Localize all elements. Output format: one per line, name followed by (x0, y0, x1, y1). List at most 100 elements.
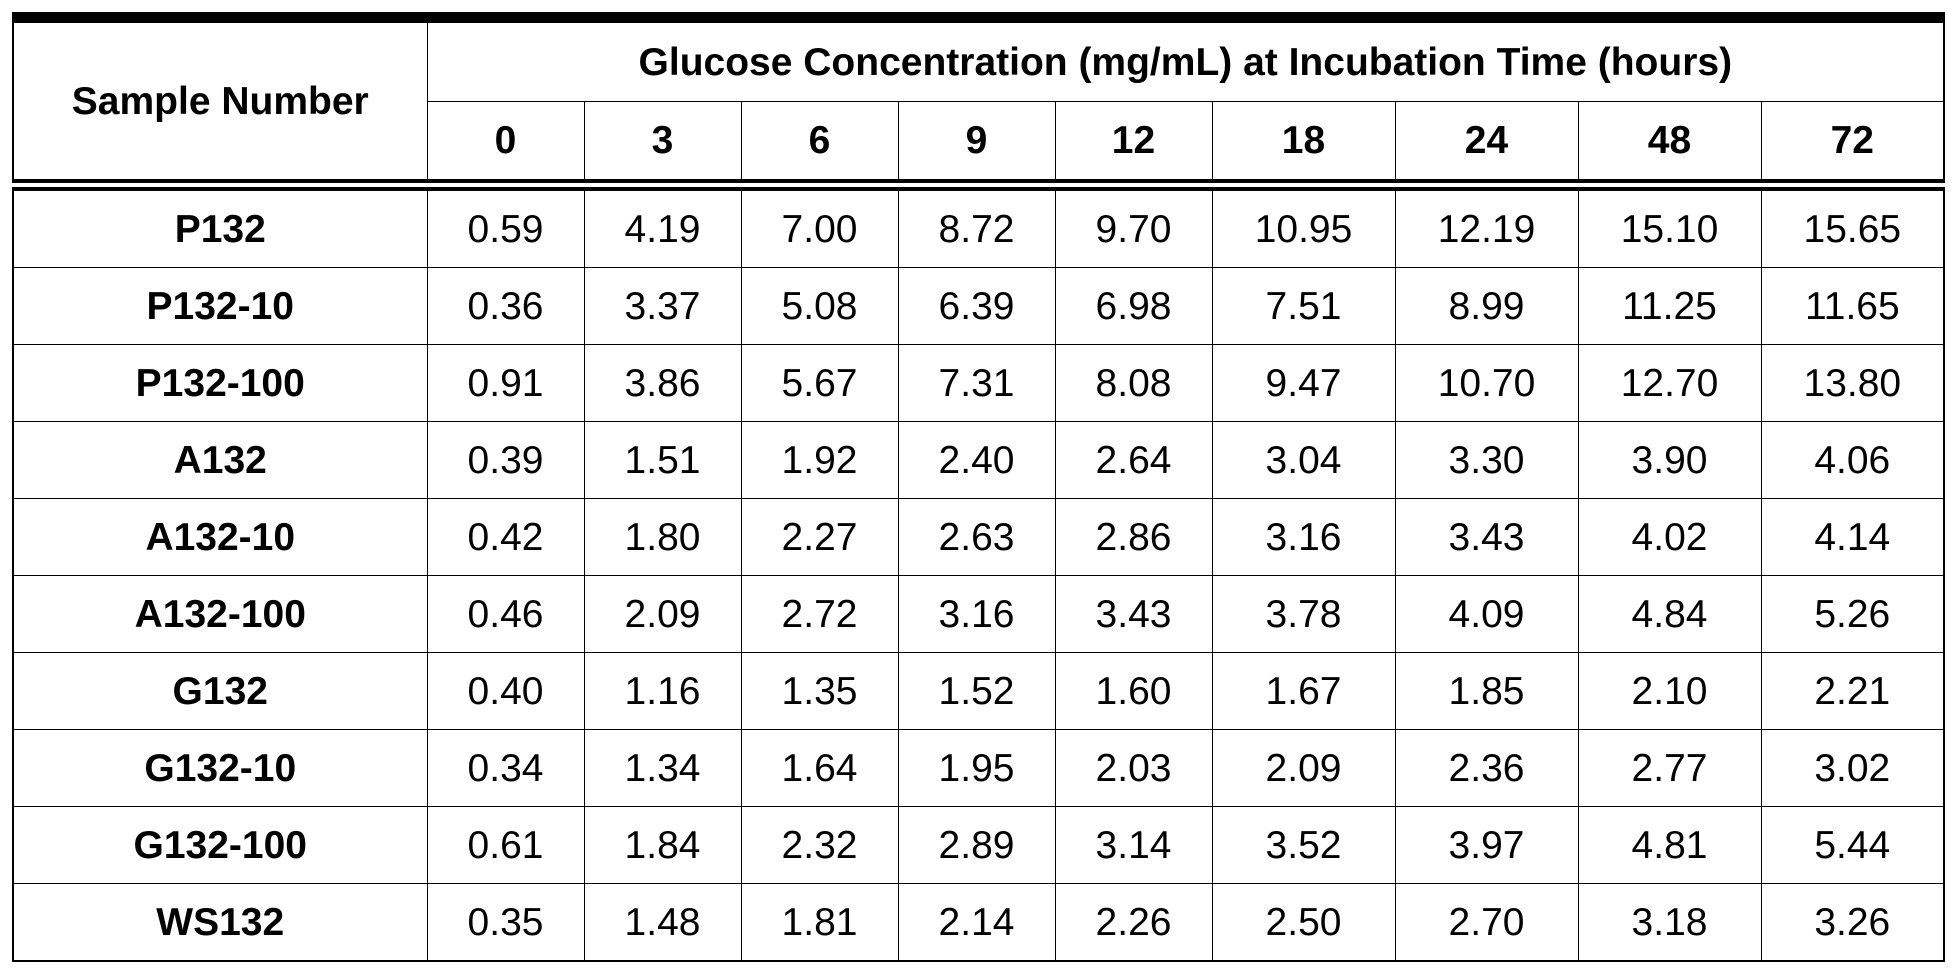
table-row: WS132 0.35 1.48 1.81 2.14 2.26 2.50 2.70… (13, 884, 1944, 962)
value-cell: 13.80 (1761, 345, 1944, 422)
value-cell: 2.89 (898, 807, 1055, 884)
glucose-concentration-table: Sample Number Glucose Concentration (mg/… (12, 12, 1945, 962)
value-cell: 2.10 (1578, 653, 1761, 730)
value-cell: 1.95 (898, 730, 1055, 807)
value-cell: 3.16 (1212, 499, 1395, 576)
value-cell: 2.21 (1761, 653, 1944, 730)
value-cell: 9.70 (1055, 185, 1212, 268)
value-cell: 2.86 (1055, 499, 1212, 576)
value-cell: 2.64 (1055, 422, 1212, 499)
value-cell: 0.39 (427, 422, 584, 499)
value-cell: 3.78 (1212, 576, 1395, 653)
value-cell: 2.09 (1212, 730, 1395, 807)
value-cell: 3.90 (1578, 422, 1761, 499)
hour-header: 12 (1055, 102, 1212, 186)
value-cell: 2.40 (898, 422, 1055, 499)
value-cell: 2.63 (898, 499, 1055, 576)
hour-header: 48 (1578, 102, 1761, 186)
table-body: P132 0.59 4.19 7.00 8.72 9.70 10.95 12.1… (13, 185, 1944, 961)
value-cell: 2.03 (1055, 730, 1212, 807)
value-cell: 2.32 (741, 807, 898, 884)
value-cell: 4.19 (584, 185, 741, 268)
value-cell: 3.26 (1761, 884, 1944, 962)
value-cell: 0.35 (427, 884, 584, 962)
value-cell: 12.70 (1578, 345, 1761, 422)
hour-header: 9 (898, 102, 1055, 186)
value-cell: 15.10 (1578, 185, 1761, 268)
value-cell: 1.81 (741, 884, 898, 962)
value-cell: 3.30 (1395, 422, 1578, 499)
value-cell: 1.51 (584, 422, 741, 499)
value-cell: 7.51 (1212, 268, 1395, 345)
value-cell: 0.46 (427, 576, 584, 653)
header-row: Sample Number Glucose Concentration (mg/… (13, 18, 1944, 102)
value-cell: 1.84 (584, 807, 741, 884)
value-cell: 3.16 (898, 576, 1055, 653)
table-row: A132-10 0.42 1.80 2.27 2.63 2.86 3.16 3.… (13, 499, 1944, 576)
value-cell: 2.09 (584, 576, 741, 653)
table-row: A132-100 0.46 2.09 2.72 3.16 3.43 3.78 4… (13, 576, 1944, 653)
value-cell: 1.34 (584, 730, 741, 807)
hour-header: 24 (1395, 102, 1578, 186)
value-cell: 4.02 (1578, 499, 1761, 576)
value-cell: 0.40 (427, 653, 584, 730)
value-cell: 8.99 (1395, 268, 1578, 345)
value-cell: 7.00 (741, 185, 898, 268)
sample-cell: A132-10 (13, 499, 427, 576)
value-cell: 0.61 (427, 807, 584, 884)
value-cell: 2.27 (741, 499, 898, 576)
value-cell: 5.44 (1761, 807, 1944, 884)
value-cell: 2.72 (741, 576, 898, 653)
sample-number-header: Sample Number (13, 18, 427, 186)
value-cell: 5.08 (741, 268, 898, 345)
value-cell: 3.43 (1055, 576, 1212, 653)
value-cell: 5.67 (741, 345, 898, 422)
value-cell: 2.70 (1395, 884, 1578, 962)
value-cell: 9.47 (1212, 345, 1395, 422)
table-row: P132 0.59 4.19 7.00 8.72 9.70 10.95 12.1… (13, 185, 1944, 268)
value-cell: 4.84 (1578, 576, 1761, 653)
value-cell: 11.65 (1761, 268, 1944, 345)
sample-cell: G132 (13, 653, 427, 730)
value-cell: 4.14 (1761, 499, 1944, 576)
value-cell: 10.95 (1212, 185, 1395, 268)
value-cell: 2.50 (1212, 884, 1395, 962)
value-cell: 1.35 (741, 653, 898, 730)
sample-cell: P132-100 (13, 345, 427, 422)
value-cell: 1.67 (1212, 653, 1395, 730)
value-cell: 0.59 (427, 185, 584, 268)
sample-cell: G132-100 (13, 807, 427, 884)
value-cell: 0.34 (427, 730, 584, 807)
value-cell: 1.64 (741, 730, 898, 807)
value-cell: 3.52 (1212, 807, 1395, 884)
value-cell: 1.60 (1055, 653, 1212, 730)
sample-cell: G132-10 (13, 730, 427, 807)
value-cell: 3.86 (584, 345, 741, 422)
value-cell: 7.31 (898, 345, 1055, 422)
value-cell: 2.14 (898, 884, 1055, 962)
value-cell: 0.36 (427, 268, 584, 345)
table-row: P132-100 0.91 3.86 5.67 7.31 8.08 9.47 1… (13, 345, 1944, 422)
value-cell: 3.37 (584, 268, 741, 345)
table-header: Sample Number Glucose Concentration (mg/… (13, 18, 1944, 186)
sample-cell: P132-10 (13, 268, 427, 345)
value-cell: 10.70 (1395, 345, 1578, 422)
value-cell: 2.36 (1395, 730, 1578, 807)
hour-header: 3 (584, 102, 741, 186)
value-cell: 6.39 (898, 268, 1055, 345)
value-cell: 1.16 (584, 653, 741, 730)
value-cell: 15.65 (1761, 185, 1944, 268)
value-cell: 0.42 (427, 499, 584, 576)
table-row: G132 0.40 1.16 1.35 1.52 1.60 1.67 1.85 … (13, 653, 1944, 730)
value-cell: 1.85 (1395, 653, 1578, 730)
value-cell: 3.97 (1395, 807, 1578, 884)
value-cell: 8.72 (898, 185, 1055, 268)
hour-header: 6 (741, 102, 898, 186)
value-cell: 3.14 (1055, 807, 1212, 884)
value-cell: 3.04 (1212, 422, 1395, 499)
value-cell: 4.06 (1761, 422, 1944, 499)
glucose-concentration-header: Glucose Concentration (mg/mL) at Incubat… (427, 18, 1944, 102)
sample-cell: WS132 (13, 884, 427, 962)
value-cell: 3.02 (1761, 730, 1944, 807)
value-cell: 11.25 (1578, 268, 1761, 345)
